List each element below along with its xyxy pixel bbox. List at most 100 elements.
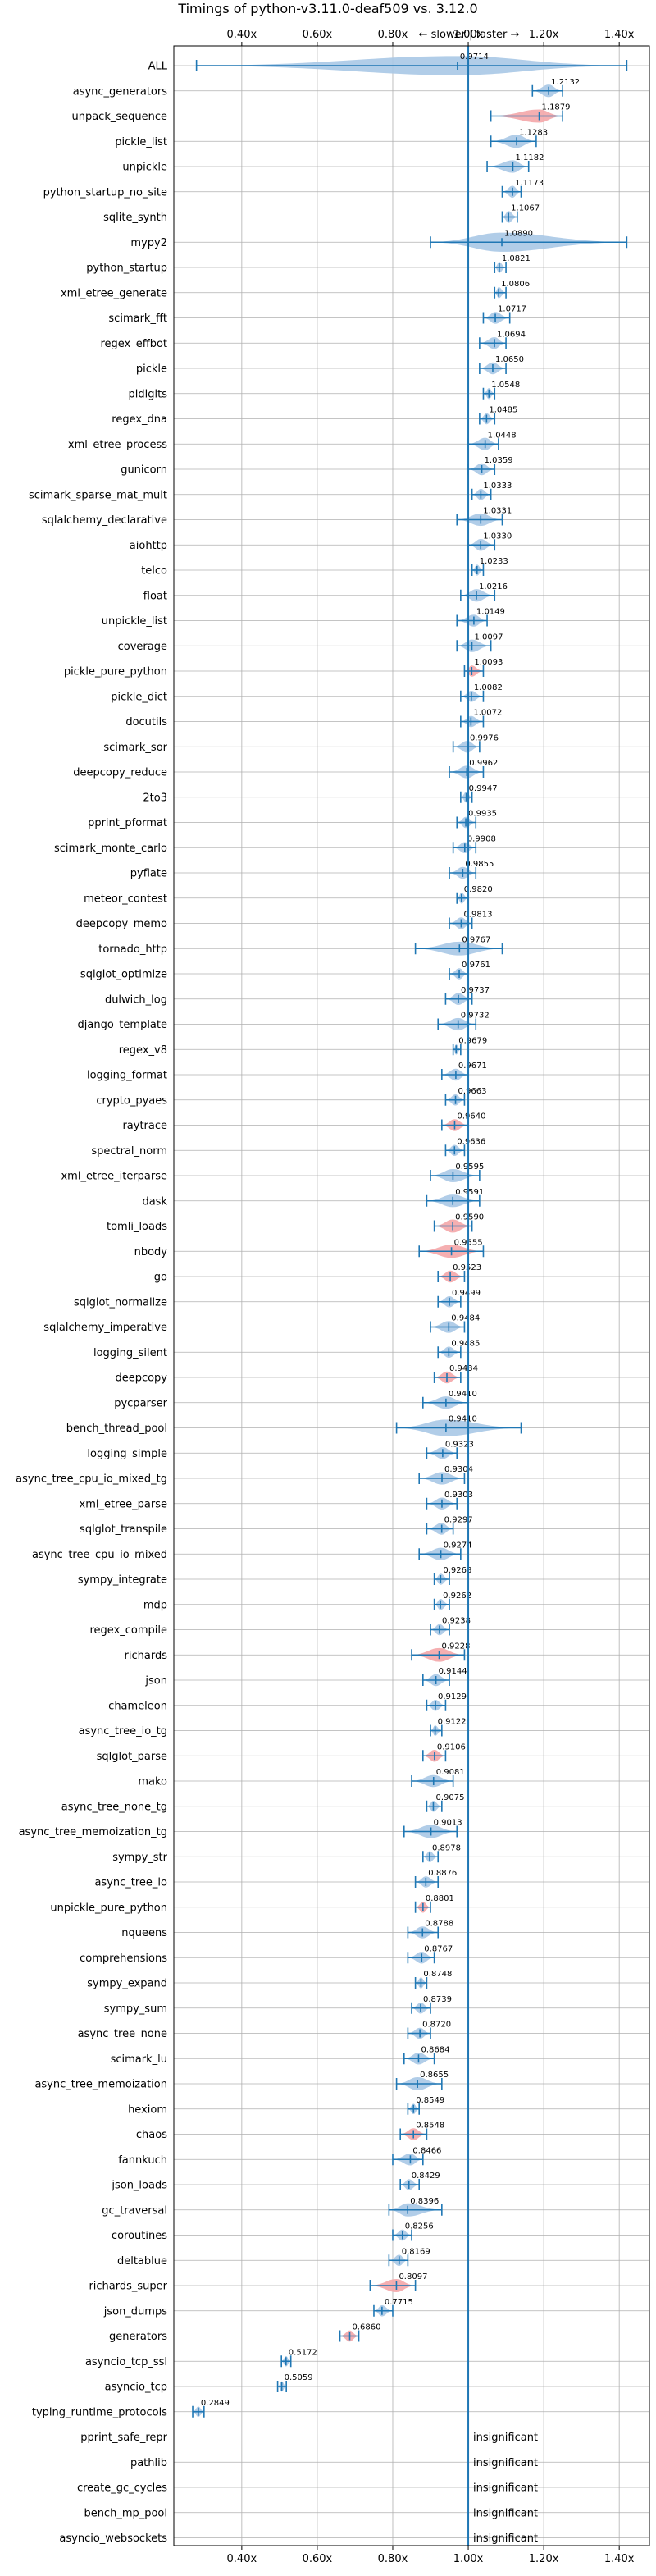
- value-label: 0.9714: [460, 53, 489, 62]
- benchmark-label: telco: [141, 565, 167, 578]
- x-tick-label: 0.80x: [378, 29, 408, 41]
- value-label: 0.8720: [422, 2021, 451, 2030]
- benchmark-label: unpack_sequence: [71, 111, 167, 123]
- value-label: 0.9297: [444, 1516, 473, 1525]
- value-label: 1.0359: [485, 456, 513, 465]
- benchmark-label: scimark_fft: [108, 313, 167, 325]
- benchmark-label: async_tree_io_tg: [79, 1725, 167, 1738]
- benchmark-label: sqlalchemy_imperative: [43, 1322, 167, 1334]
- benchmark-label: django_template: [78, 1019, 167, 1031]
- value-label: 0.9144: [439, 1667, 467, 1676]
- benchmark-label: unpickle: [122, 162, 167, 174]
- value-label: 1.0093: [474, 658, 503, 667]
- x-tick-label: 0.40x: [227, 29, 257, 41]
- benchmark-label: pickle_pure_python: [64, 666, 167, 678]
- benchmark-label: asyncio_websockets: [59, 2533, 167, 2545]
- benchmark-label: bench_mp_pool: [84, 2507, 167, 2519]
- value-label: 1.0330: [483, 532, 512, 541]
- benchmark-label: dulwich_log: [105, 993, 167, 1006]
- benchmark-label: docutils: [125, 716, 167, 728]
- value-label: 1.0650: [495, 355, 524, 364]
- value-label: 0.9304: [444, 1465, 473, 1474]
- benchmark-label: tornado_http: [98, 943, 167, 956]
- benchmark-label: deepcopy: [115, 1372, 167, 1385]
- benchmark-label: xml_etree_generate: [61, 287, 167, 299]
- benchmark-label: sqlalchemy_declarative: [42, 514, 167, 527]
- value-label: 0.9228: [442, 1642, 471, 1651]
- value-label: 0.9523: [453, 1263, 481, 1272]
- benchmark-label: pycparser: [114, 1397, 167, 1409]
- value-label: 1.0149: [476, 608, 505, 617]
- benchmark-label: logging_simple: [87, 1448, 167, 1460]
- benchmark-label: regex_compile: [89, 1624, 167, 1637]
- value-label: 1.0890: [504, 229, 533, 238]
- x-tick-label: 1.20x: [529, 2553, 559, 2565]
- benchmark-label: sqlite_synth: [103, 212, 167, 224]
- benchmark-label: pickle: [136, 363, 167, 376]
- benchmark-label: xml_etree_iterparse: [61, 1171, 167, 1183]
- benchmark-label: regex_v8: [119, 1044, 167, 1057]
- value-label: 1.0821: [502, 254, 531, 263]
- insignificant-label: insignificant: [473, 2507, 538, 2519]
- value-label: 0.9767: [462, 935, 490, 944]
- x-tick-label: 1.40x: [604, 29, 635, 41]
- benchmark-label: async_tree_memoization: [34, 2079, 167, 2091]
- value-label: 0.9484: [451, 1314, 480, 1323]
- value-label: 0.8466: [412, 2146, 441, 2155]
- grid-layer: [174, 46, 649, 2546]
- benchmark-label: richards: [125, 1650, 168, 1662]
- plot-frame: [173, 45, 650, 2546]
- benchmark-label: asyncio_tcp: [105, 2382, 167, 2394]
- benchmark-label: async_tree_cpu_io_mixed_tg: [16, 1473, 167, 1486]
- benchmark-label: go: [154, 1272, 167, 1284]
- value-label: 0.8429: [412, 2172, 440, 2181]
- benchmark-label: pathlib: [130, 2457, 167, 2469]
- value-label: 0.9323: [445, 1440, 474, 1449]
- value-label: 1.0331: [483, 507, 512, 516]
- benchmark-label: comprehensions: [80, 1953, 167, 1965]
- value-label: 0.9737: [461, 986, 490, 995]
- benchmark-label: sqlglot_transpile: [80, 1523, 167, 1536]
- value-label: 0.8169: [402, 2247, 430, 2256]
- value-label: 0.9303: [444, 1491, 473, 1500]
- benchmark-label: deepcopy_memo: [76, 918, 167, 930]
- value-label: 0.9410: [449, 1415, 477, 1424]
- benchmark-label: sqlglot_parse: [97, 1751, 167, 1763]
- value-label: 0.9410: [449, 1390, 477, 1399]
- label-layer: ALL 0.9714 async_generators 1.2132 unpack_se…: [16, 53, 580, 2545]
- benchmark-label: deepcopy_reduce: [73, 767, 167, 779]
- value-label: 0.9732: [461, 1012, 490, 1021]
- value-label: 1.0333: [483, 482, 512, 491]
- benchmark-label: mako: [138, 1776, 167, 1788]
- x-tick-label: 0.40x: [227, 2553, 257, 2565]
- insignificant-label: insignificant: [473, 2482, 538, 2495]
- value-label: 0.8549: [416, 2096, 444, 2105]
- benchmark-label: json_dumps: [103, 2305, 167, 2318]
- benchmark-label: coverage: [118, 641, 167, 653]
- benchmark-label: hexiom: [128, 2103, 167, 2116]
- value-label: 1.0072: [473, 709, 502, 718]
- value-label: 0.9238: [442, 1617, 471, 1626]
- benchmark-label: pidigits: [129, 388, 168, 400]
- benchmark-label: async_tree_none: [78, 2028, 167, 2040]
- x-tick-label: 1.00x: [453, 29, 484, 41]
- value-label: 0.9268: [443, 1566, 472, 1575]
- benchmark-label: scimark_lu: [111, 2053, 167, 2066]
- value-label: 0.9590: [455, 1213, 484, 1222]
- value-label: 0.9499: [452, 1289, 481, 1298]
- benchmark-label: nqueens: [121, 1927, 167, 1939]
- value-label: 0.9262: [443, 1592, 472, 1601]
- value-label: 0.6860: [353, 2323, 381, 2332]
- benchmark-label: gunicorn: [121, 464, 167, 477]
- value-label: 0.8876: [428, 1869, 457, 1878]
- value-label: 1.2132: [551, 78, 580, 87]
- benchmark-label: pickle_list: [115, 136, 167, 148]
- value-label: 0.9595: [455, 1162, 484, 1172]
- value-label: 0.8256: [405, 2222, 434, 2231]
- value-label: 1.0233: [480, 557, 508, 566]
- benchmark-label: sqlglot_normalize: [74, 1296, 167, 1309]
- value-label: 1.0485: [489, 406, 517, 415]
- benchmark-label: chameleon: [108, 1700, 167, 1712]
- value-label: 0.9820: [464, 885, 493, 894]
